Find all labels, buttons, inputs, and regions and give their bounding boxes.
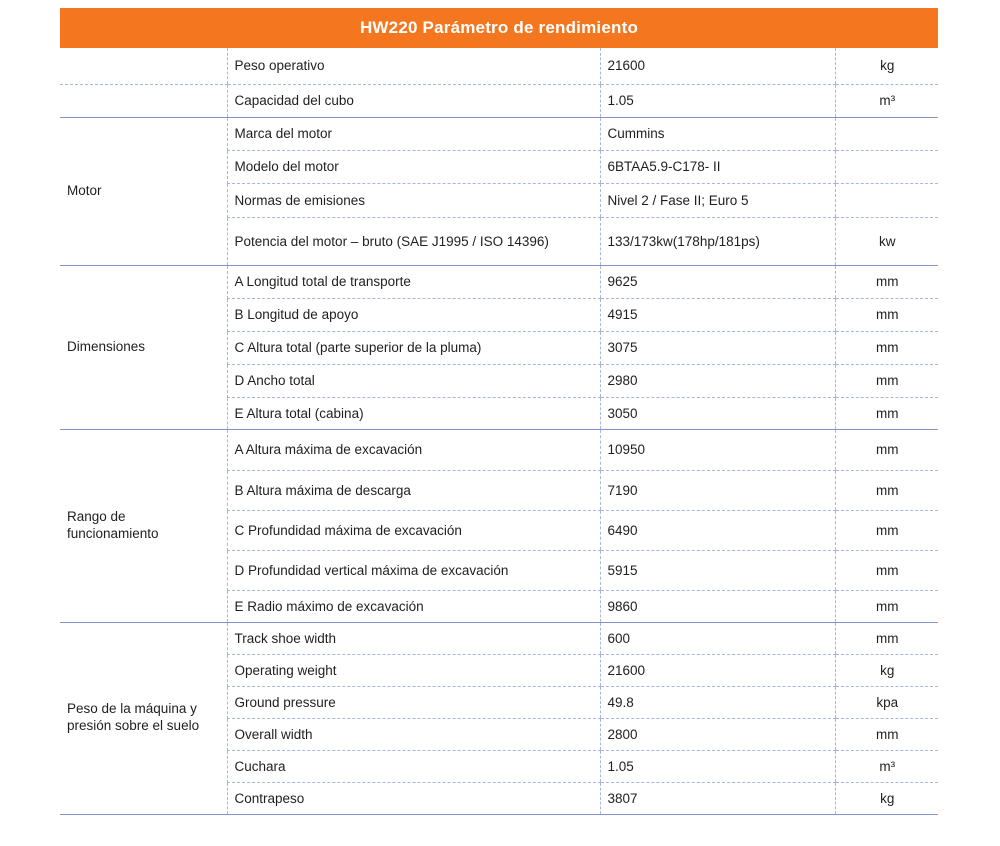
parameter-cell: A Altura máxima de excavación [226, 429, 600, 471]
category-cell: Motor [60, 117, 227, 266]
parameter-cell: C Profundidad máxima de excavación [226, 510, 600, 551]
value-cell: 3807 [599, 782, 835, 815]
table-row: Potencia del motor – bruto (SAE J1995 / … [60, 217, 938, 266]
parameter-cell: Marca del motor [226, 117, 600, 151]
table-row: Peso operativo 21600 kg [60, 48, 938, 85]
table-row: Modelo del motor 6BTAA5.9-C178- II [60, 150, 938, 184]
spec-table: Peso operativo 21600 kg Capacidad del cubo 1… [60, 48, 938, 815]
category-cell: Peso de la máquina y presión sobre el su… [60, 622, 227, 815]
category-cell: Dimensiones [60, 265, 227, 430]
table-row: Ground pressure 49.8 kpa [60, 686, 938, 719]
table-row: E Radio máximo de excavación 9860 mm [60, 590, 938, 623]
unit-cell: mm [834, 397, 938, 430]
parameter-cell: Normas de emisiones [226, 183, 600, 218]
table-row: E Altura total (cabina) 3050 mm [60, 397, 938, 430]
parameter-cell: Modelo del motor [226, 150, 600, 184]
unit-cell: mm [834, 510, 938, 551]
value-cell: 21600 [599, 654, 835, 687]
parameter-cell: D Profundidad vertical máxima de excavac… [226, 550, 600, 591]
unit-cell: mm [834, 718, 938, 751]
table-row: B Altura máxima de descarga 7190 mm [60, 470, 938, 511]
value-cell: 10950 [599, 429, 835, 471]
table-row: Overall width 2800 mm [60, 718, 938, 751]
value-cell: Cummins [599, 117, 835, 151]
unit-cell: m³ [834, 84, 938, 118]
table-row: Capacidad del cubo 1.05 m³ [60, 84, 938, 118]
value-cell: 1.05 [599, 750, 835, 783]
table-row: C Altura total (parte superior de la plu… [60, 331, 938, 365]
value-cell: 4915 [599, 298, 835, 332]
parameter-cell: Track shoe width [226, 622, 600, 655]
value-cell: 7190 [599, 470, 835, 511]
spec-sheet: HW220 Parámetro de rendimiento Peso oper… [60, 8, 938, 815]
parameter-cell: Cuchara [226, 750, 600, 783]
value-cell: 3050 [599, 397, 835, 430]
parameter-cell: A Longitud total de transporte [226, 265, 600, 299]
unit-cell: mm [834, 429, 938, 471]
value-cell: 2980 [599, 364, 835, 398]
parameter-cell: C Altura total (parte superior de la plu… [226, 331, 600, 365]
value-cell: 600 [599, 622, 835, 655]
value-cell: 2800 [599, 718, 835, 751]
unit-cell [834, 183, 938, 218]
table-row: Peso de la máquina y presión sobre el su… [60, 622, 938, 815]
value-cell: Nivel 2 / Fase II; Euro 5 [599, 183, 835, 218]
parameter-cell: Ground pressure [226, 686, 600, 719]
table-row: Normas de emisiones Nivel 2 / Fase II; Eu… [60, 183, 938, 218]
value-cell: 49.8 [599, 686, 835, 719]
unit-cell: mm [834, 470, 938, 511]
unit-cell [834, 150, 938, 184]
value-cell: 9625 [599, 265, 835, 299]
category-cell [60, 84, 227, 118]
category-cell: Rango de funcionamiento [60, 429, 227, 623]
unit-cell [834, 117, 938, 151]
value-cell: 5915 [599, 550, 835, 591]
unit-cell: kg [834, 654, 938, 687]
parameter-cell: Capacidad del cubo [226, 84, 600, 118]
unit-cell: mm [834, 622, 938, 655]
unit-cell: kpa [834, 686, 938, 719]
parameter-cell: E Altura total (cabina) [226, 397, 600, 430]
unit-cell: mm [834, 331, 938, 365]
unit-cell: mm [834, 364, 938, 398]
parameter-cell: Potencia del motor – bruto (SAE J1995 / … [226, 217, 600, 266]
parameter-cell: Overall width [226, 718, 600, 751]
value-cell: 6490 [599, 510, 835, 551]
table-row: D Ancho total 2980 mm [60, 364, 938, 398]
table-row: C Profundidad máxima de excavación 6490 mm [60, 510, 938, 551]
table-row: D Profundidad vertical máxima de excavac… [60, 550, 938, 591]
table-row: Rango de funcionamiento A Altura máxima d… [60, 429, 938, 623]
parameter-cell: Operating weight [226, 654, 600, 687]
parameter-cell: B Altura máxima de descarga [226, 470, 600, 511]
table-row: Contrapeso 3807 kg [60, 782, 938, 815]
parameter-cell: B Longitud de apoyo [226, 298, 600, 332]
table-row: Motor Marca del motor Cummins [60, 117, 938, 266]
table-title: HW220 Parámetro de rendimiento [60, 8, 938, 48]
value-cell: 6BTAA5.9-C178- II [599, 150, 835, 184]
parameter-cell: Contrapeso [226, 782, 600, 815]
unit-cell: m³ [834, 750, 938, 783]
unit-cell: kw [834, 217, 938, 266]
value-cell: 21600 [599, 48, 835, 85]
table-row: Cuchara 1.05 m³ [60, 750, 938, 783]
parameter-cell: D Ancho total [226, 364, 600, 398]
unit-cell: mm [834, 590, 938, 623]
unit-cell: mm [834, 265, 938, 299]
table-row: Dimensiones A Longitud total de transport… [60, 265, 938, 430]
value-cell: 3075 [599, 331, 835, 365]
unit-cell: kg [834, 48, 938, 85]
parameter-cell: E Radio máximo de excavación [226, 590, 600, 623]
value-cell: 1.05 [599, 84, 835, 118]
value-cell: 133/173kw(178hp/181ps) [599, 217, 835, 266]
table-row: Operating weight 21600 kg [60, 654, 938, 687]
unit-cell: mm [834, 550, 938, 591]
unit-cell: kg [834, 782, 938, 815]
category-cell [60, 48, 227, 85]
value-cell: 9860 [599, 590, 835, 623]
table-row: B Longitud de apoyo 4915 mm [60, 298, 938, 332]
parameter-cell: Peso operativo [226, 48, 600, 85]
unit-cell: mm [834, 298, 938, 332]
